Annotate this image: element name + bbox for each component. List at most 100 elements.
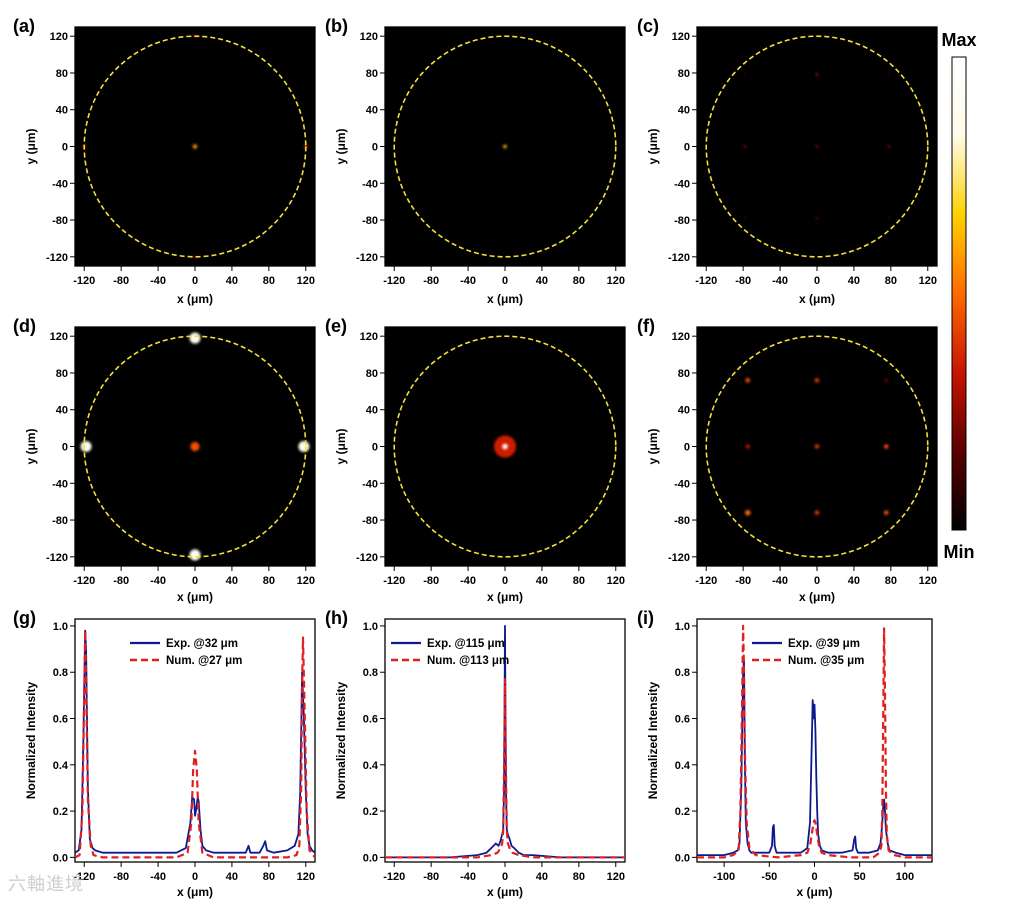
- intensity-spot: [503, 144, 507, 149]
- y-tick-label: -80: [674, 215, 690, 227]
- x-tick-label: -40: [460, 275, 476, 287]
- x-tick-label: 80: [573, 871, 585, 883]
- colorbar-max-label: Max: [941, 30, 976, 50]
- x-tick-label: 80: [885, 275, 897, 287]
- y-tick-label: 0: [62, 142, 68, 154]
- intensity-spot: [887, 217, 891, 220]
- aperture-circle: [705, 335, 929, 558]
- y-tick-label: 0.8: [675, 667, 690, 679]
- series-line-num: [75, 629, 315, 859]
- x-tick-label: -120: [73, 871, 95, 883]
- panel-label-g: (g): [13, 608, 36, 628]
- intensity-spot: [190, 441, 200, 452]
- watermark: 六軸進境: [8, 874, 84, 895]
- colorbar: Max Min: [941, 30, 976, 562]
- intensity-spot: [883, 444, 889, 449]
- x-tick-label: 0: [814, 275, 820, 287]
- x-tick-label: 0: [502, 275, 508, 287]
- panel-d: (d) -120 -80 -40 0 40 80 120 -120 -80 -40 0 40 80 120 x…: [13, 316, 316, 604]
- y-tick-label: 80: [366, 68, 378, 80]
- panel-f: (f) -120 -80 -40 0 40 80 120 -120 -80 -40 0 40 80 120 x…: [637, 316, 938, 604]
- y-tick-label: 0: [684, 142, 690, 154]
- x-tick-label: -80: [423, 575, 439, 587]
- x-tick-label: -40: [460, 575, 476, 587]
- legend: Exp. @39 μm Num. @35 μm: [752, 638, 864, 667]
- intensity-spot: [743, 217, 747, 220]
- y-tick-label: -120: [46, 552, 68, 564]
- x-tick-label: 120: [607, 575, 625, 587]
- y-tick-label: 1.0: [363, 621, 378, 633]
- x-tick-label: -120: [383, 575, 405, 587]
- y-tick-label: -80: [52, 215, 68, 227]
- y-tick-label: 0: [372, 142, 378, 154]
- y-tick-label: 0.4: [363, 760, 379, 772]
- y-tick-label: 120: [50, 331, 68, 343]
- x-tick-label: -80: [113, 871, 129, 883]
- y-tick-label: 0.0: [53, 852, 68, 864]
- y-tick-label: 0.8: [363, 667, 378, 679]
- x-tick-label: 80: [573, 575, 585, 587]
- x-axis-label: x (μm): [799, 292, 835, 306]
- legend-label: Exp. @115 μm: [427, 638, 505, 650]
- y-tick-label: 40: [366, 405, 378, 417]
- y-tick-label: -40: [362, 478, 378, 490]
- y-tick-label: 0.2: [675, 806, 690, 818]
- intensity-spot: [743, 145, 747, 148]
- x-tick-label: -100: [713, 871, 735, 883]
- intensity-spot: [745, 444, 751, 449]
- aperture-circle: [83, 335, 307, 558]
- plot-area-g: [74, 618, 316, 863]
- intensity-spot: [883, 510, 889, 515]
- intensity-spot: [502, 443, 508, 450]
- intensity-spot: [815, 216, 819, 220]
- x-tick-label: 40: [226, 871, 238, 883]
- x-tick-label: 120: [297, 275, 315, 287]
- x-tick-label: 120: [607, 275, 625, 287]
- x-tick-label: 0: [811, 871, 817, 883]
- x-axis-label: x (μm): [487, 292, 523, 306]
- y-tick-label: 1.0: [53, 621, 68, 633]
- y-axis-label: Normalized Intensity: [24, 681, 38, 799]
- panel-i: (i) -100 -50 0 50 100 0.0 0.2 0.4 0.6 0.8 1.0 x (μm)…: [637, 608, 933, 899]
- y-tick-label: 40: [678, 105, 690, 117]
- x-axis-label: x (μm): [796, 885, 832, 899]
- intensity-spot: [814, 444, 820, 449]
- x-tick-label: 100: [896, 871, 914, 883]
- legend-label: Num. @35 μm: [788, 655, 864, 667]
- x-tick-label: 0: [502, 575, 508, 587]
- x-tick-label: -120: [73, 275, 95, 287]
- x-tick-label: -80: [423, 275, 439, 287]
- y-tick-label: 0.6: [53, 714, 68, 726]
- y-tick-label: -40: [674, 178, 690, 190]
- x-tick-label: 80: [263, 871, 275, 883]
- legend-label: Exp. @32 μm: [166, 638, 238, 650]
- x-tick-label: 0: [192, 575, 198, 587]
- intensity-spot: [745, 509, 751, 516]
- panel-label-i: (i): [637, 608, 654, 628]
- x-axis-label: x (μm): [799, 590, 835, 604]
- y-tick-label: 120: [672, 331, 690, 343]
- x-tick-label: 40: [536, 575, 548, 587]
- y-axis-label: y (μm): [334, 128, 348, 164]
- intensity-spot: [815, 73, 819, 77]
- x-tick-label: -40: [772, 275, 788, 287]
- intensity-spot: [298, 440, 310, 453]
- x-tick-label: 80: [573, 275, 585, 287]
- x-tick-label: -120: [695, 575, 717, 587]
- aperture-circle: [705, 35, 929, 258]
- x-tick-label: -120: [383, 871, 405, 883]
- panel-c: (c) -120 -80 -40 0 40 80 120 -120 -80 -40 0 40 80 120 x…: [637, 16, 938, 306]
- x-tick-label: -80: [113, 575, 129, 587]
- x-tick-label: -40: [772, 575, 788, 587]
- colorbar-gradient: [951, 56, 967, 531]
- y-tick-label: 40: [56, 105, 68, 117]
- x-tick-label: -80: [735, 575, 751, 587]
- x-tick-label: 0: [192, 275, 198, 287]
- x-axis-label: x (μm): [487, 590, 523, 604]
- intensity-spot: [887, 145, 891, 148]
- y-tick-label: 1.0: [675, 621, 690, 633]
- intensity-spot: [884, 378, 889, 383]
- x-tick-label: 50: [854, 871, 866, 883]
- legend-label: Num. @27 μm: [166, 655, 242, 667]
